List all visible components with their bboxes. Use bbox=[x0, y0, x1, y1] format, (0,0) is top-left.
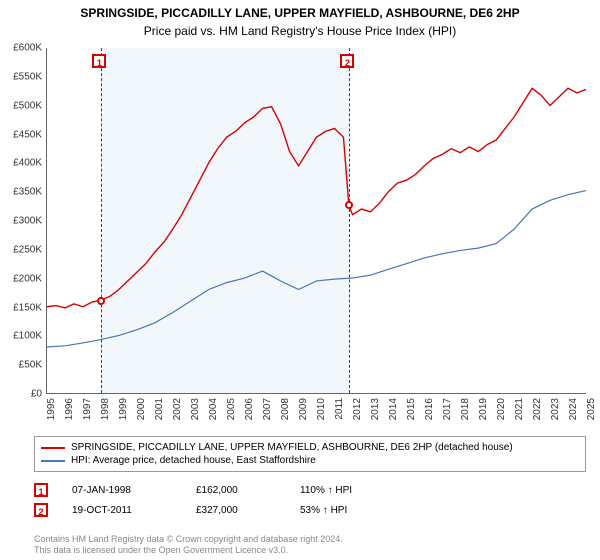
x-tick-label: 1996 bbox=[64, 398, 75, 420]
legend-item: SPRINGSIDE, PICCADILLY LANE, UPPER MAYFI… bbox=[41, 441, 579, 454]
sale-date: 07-JAN-1998 bbox=[72, 485, 172, 496]
legend-item: HPI: Average price, detached house, East… bbox=[41, 454, 579, 467]
x-tick-label: 2005 bbox=[226, 398, 237, 420]
y-tick-label: £200K bbox=[13, 273, 42, 284]
x-tick-label: 2012 bbox=[352, 398, 363, 420]
sale-price: £327,000 bbox=[196, 505, 276, 516]
sale-date: 19-OCT-2011 bbox=[72, 505, 172, 516]
sale-marker: 1 bbox=[34, 483, 48, 497]
marker-line-1 bbox=[101, 48, 102, 393]
chart-title: SPRINGSIDE, PICCADILLY LANE, UPPER MAYFI… bbox=[0, 0, 600, 22]
x-tick-label: 2007 bbox=[262, 398, 273, 420]
legend-swatch bbox=[41, 447, 65, 449]
legend-swatch bbox=[41, 460, 65, 462]
y-tick-label: £400K bbox=[13, 158, 42, 169]
marker-box-2: 2 bbox=[340, 54, 354, 68]
marker-dot-2 bbox=[345, 201, 353, 209]
sale-row: 1 07-JAN-1998 £162,000 110% ↑ HPI bbox=[34, 480, 586, 500]
x-tick-label: 2022 bbox=[532, 398, 543, 420]
y-tick-label: £0 bbox=[31, 389, 42, 400]
y-tick-label: £450K bbox=[13, 129, 42, 140]
marker-box-1: 1 bbox=[92, 54, 106, 68]
sales-table: 1 07-JAN-1998 £162,000 110% ↑ HPI 2 19-OCT-20… bbox=[34, 480, 586, 520]
y-tick-label: £50K bbox=[19, 360, 42, 371]
x-tick-label: 1997 bbox=[82, 398, 93, 420]
series-hpi bbox=[47, 191, 586, 347]
sale-hpi: 53% ↑ HPI bbox=[300, 505, 400, 516]
x-tick-label: 2003 bbox=[190, 398, 201, 420]
x-tick-label: 2014 bbox=[388, 398, 399, 420]
footer: Contains HM Land Registry data © Crown c… bbox=[34, 534, 343, 557]
legend: SPRINGSIDE, PICCADILLY LANE, UPPER MAYFI… bbox=[34, 436, 586, 472]
x-tick-label: 1998 bbox=[100, 398, 111, 420]
series-property bbox=[47, 88, 586, 308]
footer-line-1: Contains HM Land Registry data © Crown c… bbox=[34, 534, 343, 545]
x-tick-label: 2002 bbox=[172, 398, 183, 420]
x-tick-label: 2023 bbox=[550, 398, 561, 420]
x-tick-label: 2004 bbox=[208, 398, 219, 420]
y-tick-label: £150K bbox=[13, 302, 42, 313]
plot-area: 12 bbox=[46, 48, 586, 394]
y-tick-label: £250K bbox=[13, 244, 42, 255]
x-tick-label: 2000 bbox=[136, 398, 147, 420]
sale-row: 2 19-OCT-2011 £327,000 53% ↑ HPI bbox=[34, 500, 586, 520]
x-tick-label: 2009 bbox=[298, 398, 309, 420]
x-tick-label: 2016 bbox=[424, 398, 435, 420]
footer-line-2: This data is licensed under the Open Gov… bbox=[34, 545, 343, 556]
y-tick-label: £300K bbox=[13, 216, 42, 227]
x-tick-label: 2018 bbox=[460, 398, 471, 420]
y-tick-label: £600K bbox=[13, 43, 42, 54]
x-tick-label: 2011 bbox=[334, 398, 345, 420]
y-tick-label: £550K bbox=[13, 71, 42, 82]
sale-marker: 2 bbox=[34, 503, 48, 517]
x-tick-label: 2013 bbox=[370, 398, 381, 420]
x-tick-label: 1995 bbox=[46, 398, 57, 420]
x-tick-label: 2019 bbox=[478, 398, 489, 420]
x-tick-label: 2020 bbox=[496, 398, 507, 420]
x-tick-label: 2010 bbox=[316, 398, 327, 420]
y-tick-label: £100K bbox=[13, 331, 42, 342]
x-tick-label: 2025 bbox=[586, 398, 597, 420]
legend-label: HPI: Average price, detached house, East… bbox=[71, 455, 316, 466]
x-tick-label: 2017 bbox=[442, 398, 453, 420]
x-tick-label: 2021 bbox=[514, 398, 525, 420]
x-axis: 1995 1996 1997 1998 1999 2000 2001 2002 2003 2004… bbox=[46, 396, 586, 432]
x-tick-label: 2024 bbox=[568, 398, 579, 420]
chart-subtitle: Price paid vs. HM Land Registry's House … bbox=[0, 22, 600, 42]
sale-price: £162,000 bbox=[196, 485, 276, 496]
sale-hpi: 110% ↑ HPI bbox=[300, 485, 400, 496]
marker-line-2 bbox=[349, 48, 350, 393]
x-tick-label: 2015 bbox=[406, 398, 417, 420]
y-tick-label: £350K bbox=[13, 187, 42, 198]
chart-svg bbox=[47, 48, 586, 393]
y-axis: £0£50K£100K£150K£200K£250K£300K£350K£400… bbox=[0, 48, 44, 394]
chart-container: SPRINGSIDE, PICCADILLY LANE, UPPER MAYFI… bbox=[0, 0, 600, 560]
x-tick-label: 1999 bbox=[118, 398, 129, 420]
x-tick-label: 2001 bbox=[154, 398, 165, 420]
marker-dot-1 bbox=[97, 297, 105, 305]
x-tick-label: 2006 bbox=[244, 398, 255, 420]
legend-label: SPRINGSIDE, PICCADILLY LANE, UPPER MAYFI… bbox=[71, 442, 513, 453]
x-tick-label: 2008 bbox=[280, 398, 291, 420]
y-tick-label: £500K bbox=[13, 100, 42, 111]
